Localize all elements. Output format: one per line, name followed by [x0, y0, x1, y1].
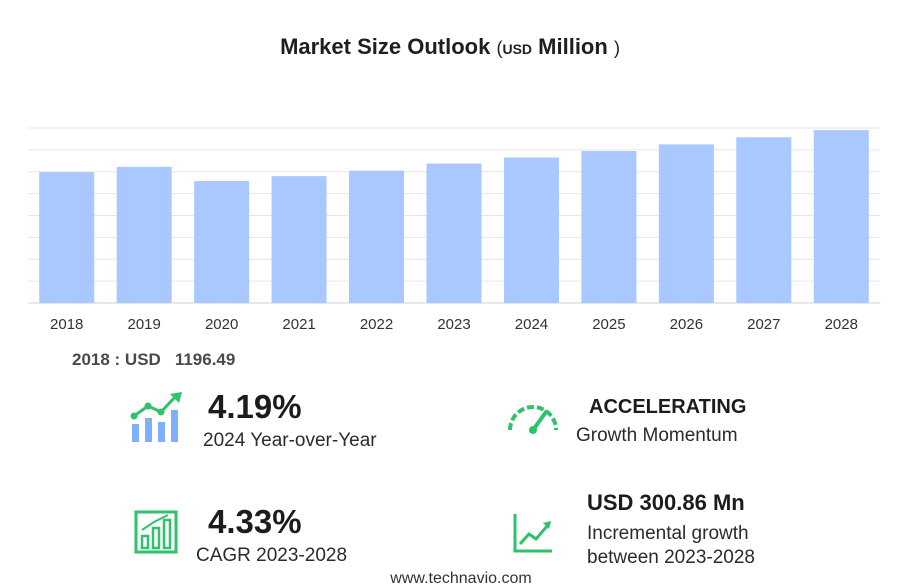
bar-2022	[349, 170, 405, 303]
title-unit-word: Million	[538, 34, 608, 59]
title-open-paren: (	[496, 38, 503, 58]
x-tick-label: 2021	[282, 316, 315, 333]
bar-2023	[426, 163, 482, 303]
x-tick-label: 2028	[825, 316, 858, 333]
incremental-label-line2: between 2023-2028	[587, 547, 755, 568]
growth-chart-icon	[130, 392, 182, 442]
footer-url: www.technavio.com	[390, 570, 532, 587]
x-tick-label: 2024	[515, 316, 548, 333]
x-tick-label: 2019	[127, 316, 160, 333]
x-tick-label: 2022	[360, 316, 393, 333]
x-tick-label: 2027	[747, 316, 780, 333]
baseline-year-label: 2018 : USD	[72, 350, 161, 369]
trend-line-icon	[513, 514, 552, 553]
x-tick-label: 2018	[50, 316, 83, 333]
title-unit: USD	[502, 41, 533, 57]
chart-x-ticks: 2018 2019 2020 2021 2022 2023 2024 2025 2026 2027…	[50, 316, 858, 333]
bar-2021	[271, 176, 327, 303]
momentum-value: ACCELERATING	[589, 396, 747, 418]
bar-2024	[503, 157, 559, 303]
momentum-label: Growth Momentum	[576, 425, 738, 446]
baseline-value: 2018 : USD 1196.49	[72, 350, 235, 370]
yoy-value: 4.19%	[208, 388, 302, 425]
yoy-label: 2024 Year-over-Year	[203, 430, 377, 451]
bar-chart: 2018 2019 2020 2021 2022 2023 2024 2025 2026 2027…	[28, 127, 880, 333]
bar-2026	[658, 144, 714, 303]
cagr-value: 4.33%	[208, 503, 302, 540]
x-tick-label: 2023	[437, 316, 470, 333]
incremental-value: USD 300.86 Mn	[587, 490, 745, 515]
chart-bars	[39, 130, 869, 303]
bar-chart-icon	[134, 510, 178, 554]
baseline-amount: 1196.49	[174, 350, 236, 369]
bar-2020	[194, 181, 250, 303]
x-tick-label: 2025	[592, 316, 625, 333]
bar-2019	[116, 166, 172, 303]
title-main: Market Size Outlook	[280, 34, 491, 59]
bar-2027	[736, 137, 792, 303]
bar-2028	[813, 130, 869, 303]
bar-2025	[581, 150, 637, 303]
speedometer-icon	[508, 405, 558, 434]
title-close-paren: )	[613, 38, 620, 58]
x-tick-label: 2020	[205, 316, 238, 333]
x-tick-label: 2026	[670, 316, 703, 333]
cagr-label: CAGR 2023-2028	[196, 545, 348, 566]
chart-title: Market Size Outlook (USD Million )	[0, 34, 900, 60]
incremental-label-line1: Incremental growth	[587, 523, 749, 544]
bar-2018	[39, 172, 95, 303]
